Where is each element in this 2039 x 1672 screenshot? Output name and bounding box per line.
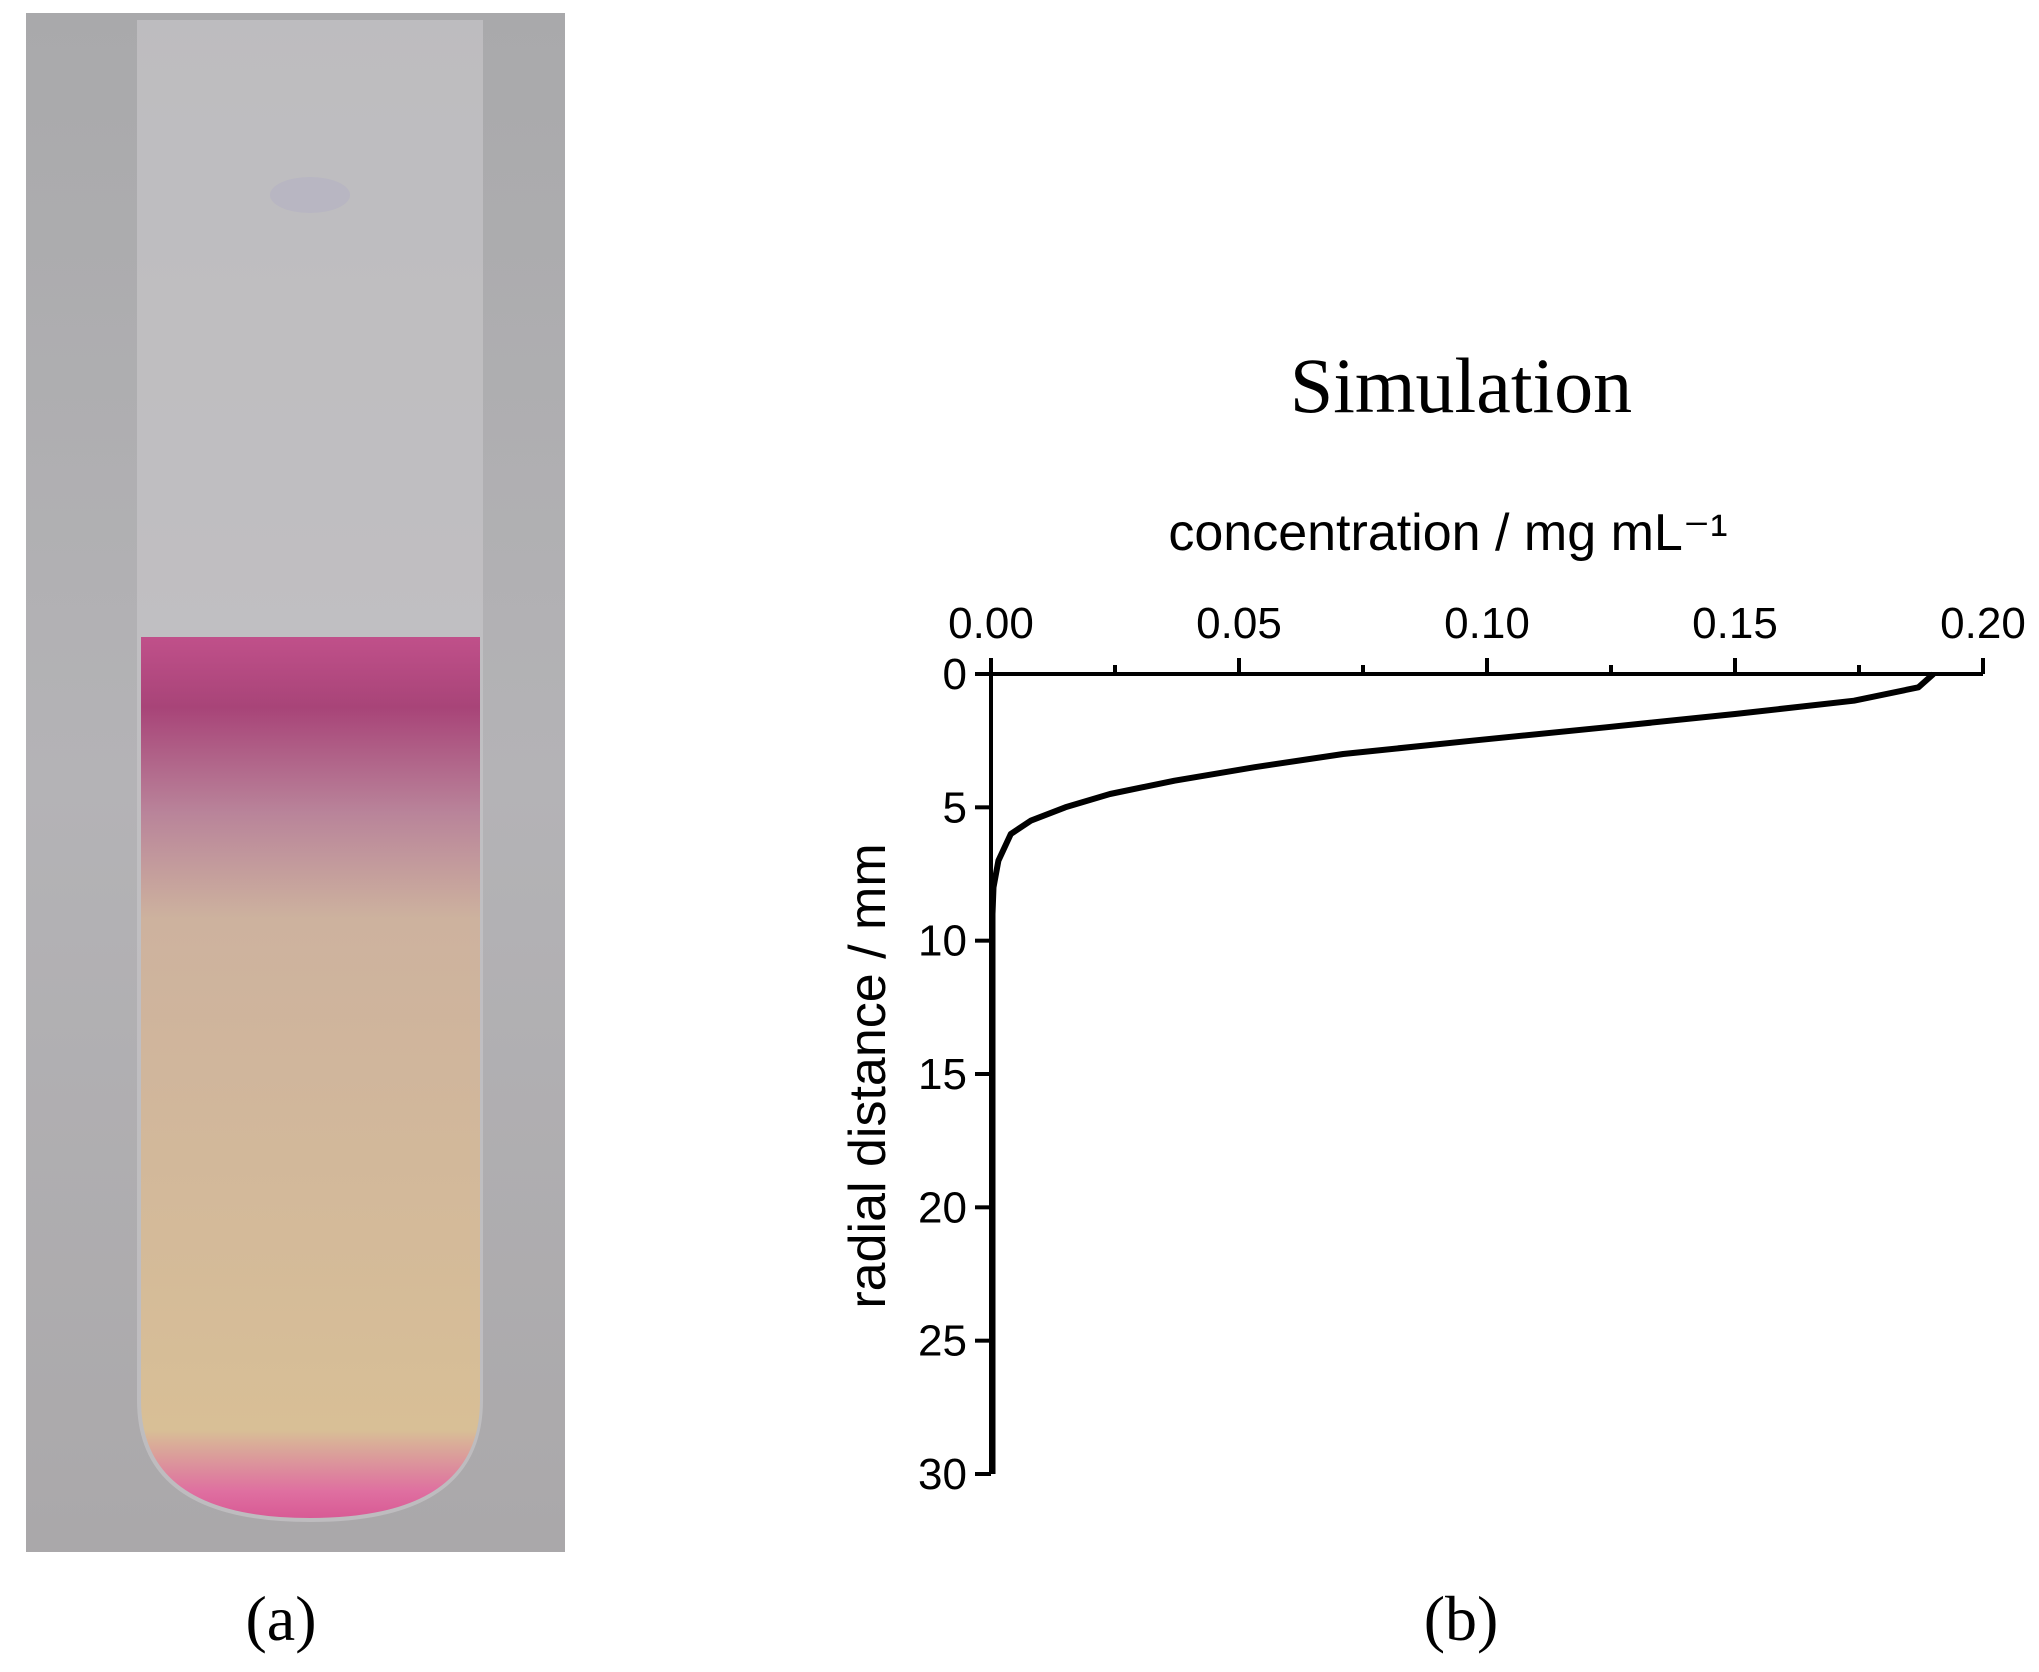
x-tick-label: 0.05 [1196, 599, 1282, 648]
y-tick-label: 15 [918, 1050, 967, 1099]
y-tick-label: 5 [943, 783, 967, 832]
y-tick-label: 10 [918, 917, 967, 966]
y-tick-label: 0 [943, 650, 967, 699]
x-tick-label: 0.20 [1940, 599, 2026, 648]
data-line [989, 671, 1936, 1474]
x-tick-label: 0.15 [1692, 599, 1778, 648]
y-axis-label: radial distance / mm [839, 843, 897, 1308]
y-tick-label: 20 [918, 1183, 967, 1232]
panel-label: (a) [245, 1583, 316, 1654]
panel-label: (b) [1424, 1583, 1499, 1654]
photo [26, 13, 565, 1552]
plot: 0.00 0.05 0.10 0.15 0.20 0 5 10 15 20 25 30 [918, 599, 2026, 1499]
x-axis-label: concentration / mg mL⁻¹ [1168, 504, 1727, 562]
y-tick-label: 25 [918, 1317, 967, 1366]
y-tick-label: 30 [918, 1450, 967, 1499]
x-tick-label: 0.00 [948, 599, 1034, 648]
x-tick-label: 0.10 [1444, 599, 1530, 648]
chart-title: Simulation [1290, 342, 1632, 429]
